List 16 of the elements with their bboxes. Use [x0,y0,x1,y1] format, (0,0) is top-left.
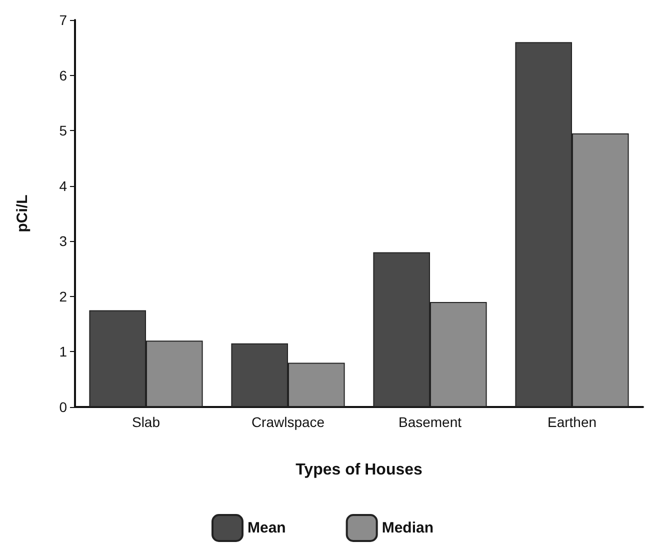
legend-label: Mean [247,520,286,536]
y-tick-label: 1 [59,344,68,360]
y-tick-label: 7 [59,12,68,28]
y-tick-label: 5 [59,122,68,139]
y-tick-label: 4 [59,178,68,194]
x-tick-label: Slab [132,414,160,430]
x-tick-label: Crawlspace [251,414,325,430]
y-axis-title: pCi/L [14,194,31,232]
x-tick-label: Basement [398,414,462,430]
y-tick-label: 3 [59,233,68,250]
legend-label: Median [382,520,434,536]
x-axis-title: Types of Houses [296,462,423,478]
x-tick-label: Earthen [547,414,597,430]
y-tick-label: 0 [59,399,68,415]
y-tick-label: 6 [59,67,68,84]
y-tick-label: 2 [59,288,68,304]
